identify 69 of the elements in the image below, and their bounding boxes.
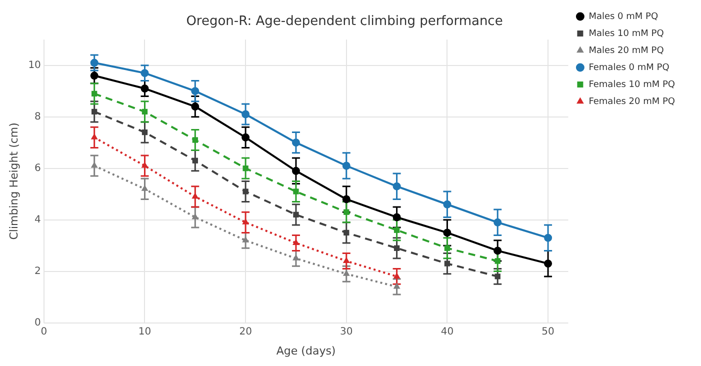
x-tick-label: 40 [440, 326, 454, 338]
point [192, 192, 199, 199]
point [142, 108, 148, 115]
point [242, 188, 248, 194]
legend-label: Females 20 mM PQ [588, 96, 676, 107]
point [344, 209, 350, 215]
y-tick-label: 2 [34, 266, 41, 277]
point [392, 213, 401, 222]
point [242, 236, 250, 242]
point [342, 162, 350, 170]
y-tick-label: 0 [34, 317, 41, 328]
x-tick-label: 30 [340, 326, 353, 338]
point [242, 166, 248, 172]
point [544, 234, 552, 242]
point [92, 108, 98, 115]
point [192, 213, 199, 220]
legend-label: Males 20 mM PQ [588, 46, 664, 56]
point [444, 245, 450, 251]
legend-label: Females 0 mM PQ [588, 62, 670, 73]
legend-label: Females 10 mM PQ [588, 80, 676, 90]
legend-label: Males 10 mM PQ [588, 28, 664, 39]
point [292, 166, 300, 175]
point [544, 260, 552, 268]
point [444, 260, 450, 266]
point [494, 246, 502, 255]
point [191, 87, 200, 96]
x-tick-label: 10 [138, 326, 152, 338]
point [342, 195, 350, 204]
point [494, 274, 500, 280]
point [292, 254, 300, 260]
point [443, 228, 452, 237]
point [293, 188, 299, 194]
y-tick-label: 8 [34, 111, 41, 122]
point [393, 272, 400, 278]
y-axis-title: Climbing Height (cm) [7, 122, 20, 240]
point [140, 69, 149, 78]
point [90, 133, 98, 140]
y-tick-label: 10 [28, 60, 41, 71]
point [392, 182, 401, 190]
point [242, 110, 250, 118]
point [292, 138, 300, 147]
point [394, 245, 400, 251]
point [494, 258, 500, 264]
point [494, 218, 502, 226]
point [443, 200, 452, 208]
x-tick-label: 50 [542, 326, 554, 338]
point [242, 218, 250, 224]
point [293, 212, 299, 218]
x-tick-label: 20 [239, 326, 252, 338]
point [394, 227, 400, 233]
point [140, 84, 149, 93]
point [192, 137, 198, 143]
y-tick-label: 6 [34, 162, 41, 174]
point [90, 58, 98, 67]
point [393, 282, 400, 289]
point [192, 158, 198, 164]
point [90, 162, 98, 168]
point [342, 270, 350, 276]
point [92, 90, 98, 96]
y-tick-label: 4 [34, 214, 41, 226]
point [142, 129, 148, 136]
point [344, 230, 350, 236]
legend-label: Males 0 mM PQ [588, 12, 658, 22]
point [242, 133, 250, 142]
x-axis-title: Age (days) [276, 344, 336, 358]
point [342, 257, 350, 264]
point [191, 102, 200, 111]
point [90, 72, 98, 80]
chart-title: Oregon-R: Age-dependent climbing performance [186, 14, 503, 30]
